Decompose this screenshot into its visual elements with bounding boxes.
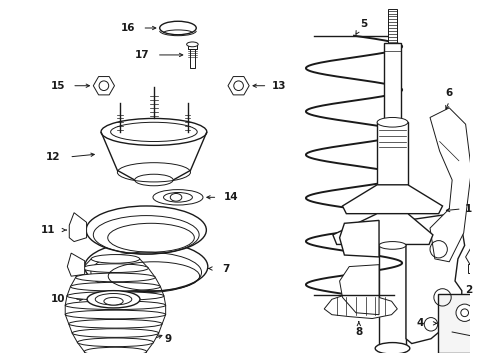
Bar bbox=[437, 293, 488, 353]
Polygon shape bbox=[69, 213, 86, 242]
Bar bbox=[481, 307, 488, 310]
Text: 12: 12 bbox=[45, 152, 60, 162]
Text: 9: 9 bbox=[164, 334, 172, 344]
Text: 11: 11 bbox=[41, 225, 55, 235]
Text: 1: 1 bbox=[464, 204, 471, 214]
Bar bbox=[387, 9, 397, 44]
Ellipse shape bbox=[82, 264, 148, 273]
Bar bbox=[383, 44, 400, 122]
Bar bbox=[376, 122, 407, 185]
Ellipse shape bbox=[101, 118, 206, 145]
Ellipse shape bbox=[76, 273, 155, 282]
Polygon shape bbox=[429, 108, 470, 262]
Text: 6: 6 bbox=[445, 89, 452, 98]
Polygon shape bbox=[339, 265, 378, 315]
Ellipse shape bbox=[91, 255, 140, 263]
Ellipse shape bbox=[84, 242, 207, 292]
Ellipse shape bbox=[374, 343, 409, 354]
Ellipse shape bbox=[376, 117, 407, 127]
Ellipse shape bbox=[89, 356, 141, 360]
Polygon shape bbox=[342, 185, 442, 214]
Polygon shape bbox=[332, 214, 432, 244]
Text: 5: 5 bbox=[359, 19, 366, 29]
Ellipse shape bbox=[89, 354, 141, 360]
Text: 4: 4 bbox=[416, 318, 423, 328]
Polygon shape bbox=[67, 253, 84, 276]
Circle shape bbox=[460, 309, 468, 316]
Text: 14: 14 bbox=[223, 192, 238, 202]
Text: 3: 3 bbox=[486, 231, 488, 241]
Ellipse shape bbox=[160, 21, 196, 35]
Ellipse shape bbox=[72, 329, 159, 337]
Circle shape bbox=[472, 251, 484, 263]
Polygon shape bbox=[405, 214, 464, 343]
Text: 7: 7 bbox=[222, 264, 229, 274]
Ellipse shape bbox=[67, 292, 163, 300]
Text: 16: 16 bbox=[121, 23, 135, 33]
Ellipse shape bbox=[84, 347, 146, 356]
Ellipse shape bbox=[68, 319, 162, 328]
Bar bbox=[378, 246, 405, 348]
Ellipse shape bbox=[170, 193, 182, 201]
Circle shape bbox=[233, 81, 243, 90]
Bar bbox=[481, 309, 488, 312]
Ellipse shape bbox=[65, 301, 165, 310]
Circle shape bbox=[99, 81, 108, 90]
Ellipse shape bbox=[77, 338, 153, 347]
Ellipse shape bbox=[186, 42, 198, 47]
Ellipse shape bbox=[103, 297, 123, 305]
Ellipse shape bbox=[378, 242, 405, 249]
Text: 8: 8 bbox=[354, 327, 362, 337]
Text: 15: 15 bbox=[50, 81, 65, 91]
Text: 10: 10 bbox=[50, 294, 65, 304]
Ellipse shape bbox=[86, 206, 206, 254]
Ellipse shape bbox=[87, 291, 140, 308]
Polygon shape bbox=[324, 293, 397, 319]
Bar bbox=[187, 44, 197, 49]
Circle shape bbox=[455, 304, 472, 321]
Text: 17: 17 bbox=[135, 50, 149, 60]
Ellipse shape bbox=[70, 282, 160, 291]
Bar bbox=[481, 311, 488, 314]
Polygon shape bbox=[339, 220, 378, 257]
Text: 2: 2 bbox=[464, 285, 471, 295]
Ellipse shape bbox=[134, 174, 173, 186]
Bar bbox=[189, 49, 195, 68]
Bar bbox=[467, 264, 488, 273]
Text: 13: 13 bbox=[271, 81, 285, 91]
Ellipse shape bbox=[65, 310, 165, 319]
Ellipse shape bbox=[153, 190, 203, 205]
